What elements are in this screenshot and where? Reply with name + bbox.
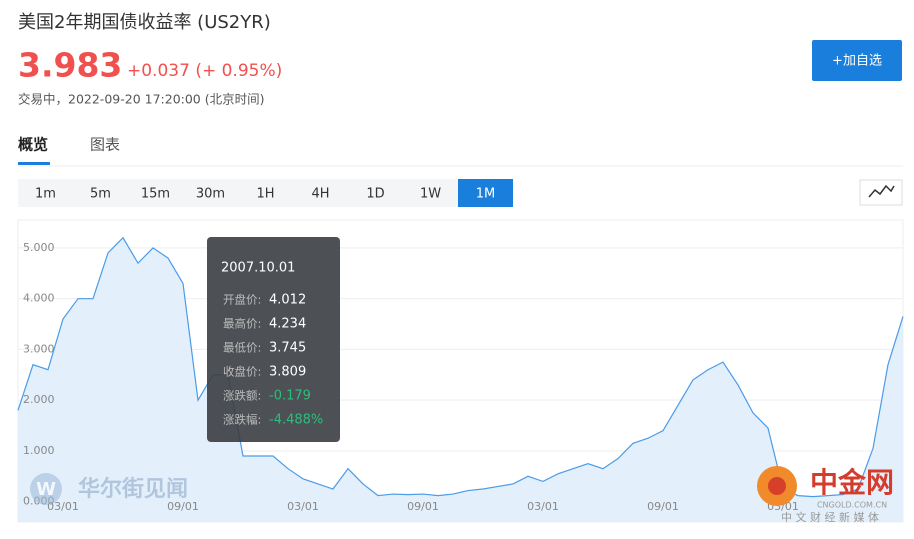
watermark-text: 中金网	[810, 466, 894, 499]
logo	[30, 473, 62, 505]
y-tick-label: 5.000	[23, 241, 55, 254]
watermark-right: 中金网 CNGOLD.COM.CN 中 文 财 经 新 媒 体	[757, 466, 894, 524]
tooltip-value: -4.488%	[269, 413, 323, 428]
period-button[interactable]: 1H	[256, 187, 274, 202]
period-label: 4H	[311, 187, 329, 202]
button-label: +加自选	[832, 54, 882, 69]
tooltip-value: -0.179	[269, 389, 311, 404]
period-label: 1H	[256, 187, 274, 202]
period-button[interactable]: 5m	[90, 187, 111, 202]
period-button[interactable]: 15m	[141, 187, 170, 202]
tooltip-value: 3.809	[269, 365, 306, 380]
tooltip-value: 3.745	[269, 341, 306, 356]
tooltip-label: 开盘价:	[223, 293, 261, 307]
tabs: 概览 图表	[18, 136, 120, 165]
y-tick-label: 3.000	[23, 342, 55, 355]
tooltip-date: 2007.10.01	[221, 261, 295, 276]
tooltip-value: 4.012	[269, 293, 306, 308]
period-label: 30m	[196, 187, 225, 202]
title: 美国2年期国债收益率 (US2YR)	[18, 12, 271, 33]
price: 3.983	[18, 46, 122, 85]
period-button[interactable]: 1m	[35, 187, 56, 202]
period-label: 1M	[476, 187, 496, 202]
logo-inner	[768, 477, 786, 495]
add-watchlist-button[interactable]: +加自选	[812, 40, 902, 81]
chart-type-button[interactable]	[859, 179, 903, 206]
watermark-left: W 华尔街见闻	[30, 473, 188, 505]
x-tick-label: 03/01	[287, 500, 319, 513]
period-button[interactable]: 30m	[196, 187, 225, 202]
period-bar	[18, 179, 513, 207]
tab[interactable]: 图表	[90, 136, 120, 154]
status: 交易中，2022-09-20 17:20:00 (北京时间)	[18, 92, 265, 107]
y-tick-label: 4.000	[23, 292, 55, 305]
button-bg	[812, 40, 902, 81]
y-tick-label: 2.000	[23, 393, 55, 406]
x-tick-label: 03/01	[47, 500, 79, 513]
x-tick-label: 09/01	[167, 500, 199, 513]
line-icon	[868, 184, 895, 198]
tooltip-bg	[207, 237, 340, 442]
period-label: 1D	[366, 187, 384, 202]
period-label: 5m	[90, 187, 111, 202]
periods: 1m 5m 15m 30m 1H 4H 1D 1W 1M	[35, 179, 513, 207]
tooltip: 2007.10.01 开盘价: 4.012 最高价: 4.234 最低价: 3.745 收盘…	[207, 237, 340, 442]
tooltip-label: 最低价:	[223, 341, 261, 355]
tooltip-label: 收盘价:	[223, 365, 261, 379]
watermark-text: 华尔街见闻	[78, 476, 188, 502]
tooltip-label: 涨跌额:	[223, 389, 261, 403]
period-button[interactable]: 4H	[311, 187, 329, 202]
watermark-site: CNGOLD.COM.CN	[817, 501, 887, 510]
area-fill	[18, 237, 903, 522]
period-label: 1W	[420, 187, 441, 202]
period-button[interactable]: 1M	[458, 179, 513, 207]
logo-letter: W	[36, 479, 56, 500]
y-tick-label: 1.000	[23, 444, 55, 457]
period-label: 1m	[35, 187, 56, 202]
watermark-slogan: 中 文 财 经 新 媒 体	[781, 510, 879, 524]
period-label: 15m	[141, 187, 170, 202]
line	[17, 236, 904, 498]
x-tick-label: 03/01	[527, 500, 559, 513]
tooltip-label: 涨跌幅:	[223, 413, 261, 427]
tooltip-label: 最高价:	[223, 317, 261, 331]
period-button[interactable]: 1D	[366, 187, 384, 202]
tooltip-value: 4.234	[269, 317, 306, 332]
tab[interactable]: 概览	[18, 136, 48, 154]
period-active-bg	[458, 179, 513, 207]
change: +0.037 (+ 0.95%)	[127, 61, 282, 81]
x-tick-label: 09/01	[647, 500, 679, 513]
tab-underline	[18, 162, 50, 165]
period-button[interactable]: 1W	[420, 187, 441, 202]
x-tick-label: 09/01	[407, 500, 439, 513]
